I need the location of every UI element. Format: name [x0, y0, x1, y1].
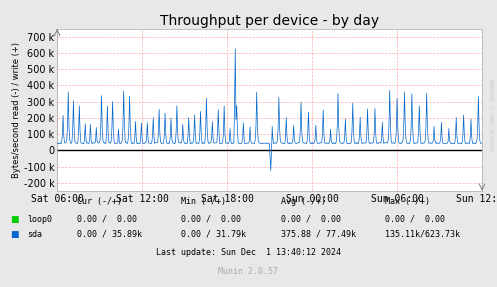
Title: Throughput per device - by day: Throughput per device - by day — [160, 13, 379, 28]
Text: 0.00 /  0.00: 0.00 / 0.00 — [181, 215, 242, 224]
Text: 0.00 /  0.00: 0.00 / 0.00 — [77, 215, 137, 224]
Text: Min (-/+): Min (-/+) — [181, 197, 227, 206]
Text: 135.11k/623.73k: 135.11k/623.73k — [385, 230, 460, 239]
Text: Avg (-/+): Avg (-/+) — [281, 197, 326, 206]
Text: 0.00 / 35.89k: 0.00 / 35.89k — [77, 230, 142, 239]
Text: loop0: loop0 — [27, 215, 52, 224]
Text: Munin 2.0.57: Munin 2.0.57 — [219, 267, 278, 276]
Text: 0.00 / 31.79k: 0.00 / 31.79k — [181, 230, 247, 239]
Text: ■: ■ — [10, 230, 18, 239]
Y-axis label: Bytes/second read (-) / write (+): Bytes/second read (-) / write (+) — [12, 42, 21, 178]
Text: Last update: Sun Dec  1 13:40:12 2024: Last update: Sun Dec 1 13:40:12 2024 — [156, 249, 341, 257]
Text: RRDTOOL / TOBI OETIKER: RRDTOOL / TOBI OETIKER — [489, 79, 494, 151]
Text: 0.00 /  0.00: 0.00 / 0.00 — [281, 215, 341, 224]
Text: Max (-/+): Max (-/+) — [385, 197, 430, 206]
Text: sda: sda — [27, 230, 42, 239]
Text: 375.88 / 77.49k: 375.88 / 77.49k — [281, 230, 356, 239]
Text: 0.00 /  0.00: 0.00 / 0.00 — [385, 215, 445, 224]
Text: Cur (-/+): Cur (-/+) — [77, 197, 122, 206]
Text: ■: ■ — [10, 215, 18, 224]
